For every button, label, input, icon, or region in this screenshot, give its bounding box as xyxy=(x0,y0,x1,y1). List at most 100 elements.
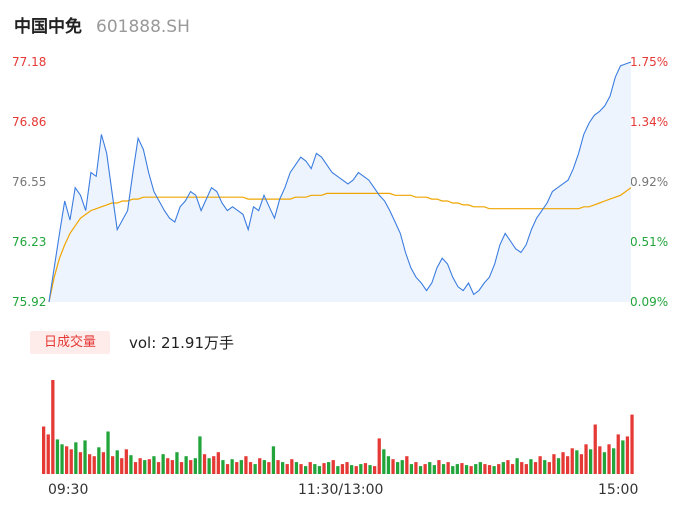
percent-tick-label: 1.34% xyxy=(630,115,669,129)
volume-bar xyxy=(612,448,616,474)
volume-bar xyxy=(506,460,510,474)
volume-bar xyxy=(501,462,505,474)
volume-bar xyxy=(602,452,607,474)
volume-bar xyxy=(446,462,450,474)
volume-bar xyxy=(589,449,593,474)
volume-bar xyxy=(331,460,335,474)
volume-bar xyxy=(515,458,519,474)
volume-bar xyxy=(497,464,501,474)
volume-bar xyxy=(88,454,92,474)
volume-bar xyxy=(179,462,184,474)
percent-tick-label: 0.51% xyxy=(630,235,669,249)
volume-bar xyxy=(42,426,46,474)
volume-bar xyxy=(281,462,285,474)
volume-bar xyxy=(133,462,138,474)
avg-price-line xyxy=(48,187,632,303)
price-area-fill xyxy=(49,62,631,302)
volume-bar xyxy=(138,458,142,474)
volume-bar xyxy=(308,462,312,474)
volume-bar xyxy=(115,450,119,474)
volume-bar xyxy=(437,460,441,474)
price-line xyxy=(48,61,632,303)
volume-bar xyxy=(230,459,234,474)
price-tick-label: 75.92 xyxy=(12,295,47,309)
volume-bar xyxy=(258,458,262,474)
volume-bar xyxy=(336,466,340,474)
volume-bar xyxy=(294,462,299,474)
volume-bar xyxy=(51,380,55,474)
volume-bar xyxy=(547,462,551,474)
volume-bar xyxy=(414,462,418,474)
volume-bar xyxy=(556,458,561,474)
volume-bar xyxy=(524,464,528,474)
stock-name: 中国中免 xyxy=(14,17,82,37)
volume-bar xyxy=(166,458,170,474)
volume-bar xyxy=(55,439,60,474)
volume-bar xyxy=(212,456,216,474)
volume-bar xyxy=(313,464,317,474)
volume-bar xyxy=(271,446,276,474)
volume-bar xyxy=(607,444,611,474)
volume-bar xyxy=(396,462,400,474)
volume-bar xyxy=(129,455,133,474)
volume-bar xyxy=(198,436,202,474)
volume-bar xyxy=(423,464,427,474)
volume-bar xyxy=(368,465,372,474)
volume-bar xyxy=(561,452,565,474)
volume-bar xyxy=(616,434,620,474)
volume-bar xyxy=(418,466,423,474)
volume-bar xyxy=(74,442,78,474)
volume-bar xyxy=(124,449,128,474)
volume-bar xyxy=(469,466,473,474)
volume-bar xyxy=(290,459,294,474)
volume-bar xyxy=(460,463,464,474)
volume-bar xyxy=(543,460,547,474)
volume-bar xyxy=(225,464,230,474)
volume-bar xyxy=(221,460,225,474)
volume-bar xyxy=(391,459,395,474)
volume-bar xyxy=(152,456,156,474)
volume-bar xyxy=(202,454,207,474)
volume-readout: vol: 21.91万手 xyxy=(129,334,234,352)
volume-bar xyxy=(492,466,496,474)
volume-bar xyxy=(253,464,257,474)
volume-bar xyxy=(621,440,625,474)
daily-volume-tab[interactable]: 日成交量 xyxy=(30,331,110,354)
volume-bar xyxy=(345,462,349,474)
time-tick-label: 15:00 xyxy=(598,482,639,498)
volume-bar xyxy=(464,465,469,474)
volume-bar xyxy=(474,464,478,474)
volume-bar xyxy=(405,456,409,474)
price-tick-label: 76.23 xyxy=(12,235,47,249)
volume-bar xyxy=(552,454,556,474)
volume-bar xyxy=(276,460,280,474)
volume-bar xyxy=(262,460,266,474)
volume-bar xyxy=(510,464,515,474)
volume-bar xyxy=(189,460,193,474)
price-tick-label: 76.55 xyxy=(12,175,47,189)
volume-bar xyxy=(322,463,326,474)
volume-bar xyxy=(409,464,414,474)
volume-bar xyxy=(478,462,482,474)
volume-bar xyxy=(529,459,533,474)
volume-bar xyxy=(207,458,211,474)
volume-bar xyxy=(566,456,570,474)
volume-bar xyxy=(441,464,446,474)
volume-bar xyxy=(299,464,303,474)
stock-code: 601888.SH xyxy=(96,17,190,37)
volume-bar xyxy=(161,454,165,474)
volume-bar xyxy=(533,462,538,474)
volume-bar xyxy=(630,414,634,474)
volume-bar xyxy=(235,462,239,474)
volume-bar xyxy=(193,458,197,474)
volume-bar xyxy=(92,456,96,474)
volume-bar xyxy=(400,460,404,474)
volume-bar xyxy=(170,460,174,474)
volume-bar xyxy=(428,462,432,474)
volume-bar xyxy=(184,456,188,474)
volume-bar xyxy=(363,463,368,474)
volume-bar xyxy=(78,452,83,474)
volume-bar xyxy=(483,464,487,474)
volume-bar xyxy=(598,446,602,474)
